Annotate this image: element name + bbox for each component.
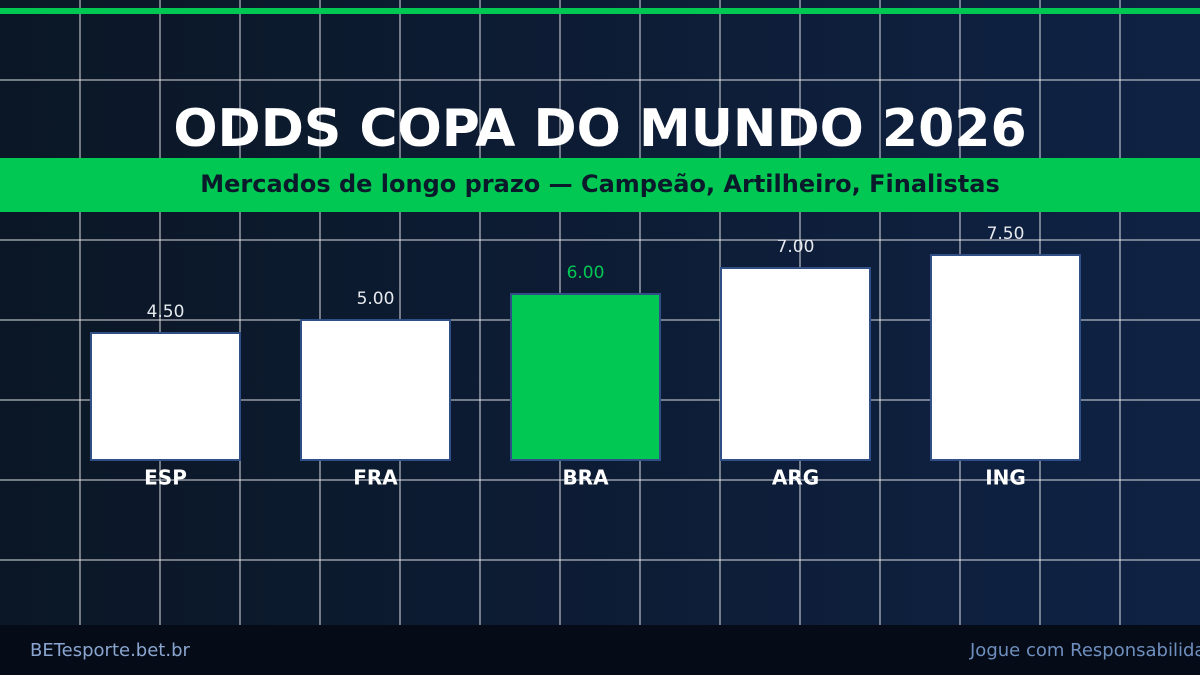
category-label: ESP bbox=[144, 466, 187, 490]
footer-right: Jogue com Responsabilidade bbox=[969, 640, 1200, 661]
top-stripe bbox=[0, 8, 1200, 14]
value-label: 7.00 bbox=[777, 237, 815, 257]
chart-subtitle: Mercados de longo prazo — Campeão, Artil… bbox=[200, 170, 1000, 198]
category-label: FRA bbox=[353, 466, 398, 490]
bar bbox=[720, 267, 871, 461]
category-label: ING bbox=[985, 466, 1026, 490]
category-label: BRA bbox=[562, 466, 609, 490]
bar bbox=[300, 319, 451, 461]
subtitle-band bbox=[0, 158, 1200, 212]
bar bbox=[90, 332, 241, 461]
chart-title: ODDS COPA DO MUNDO 2026 bbox=[173, 99, 1026, 159]
value-label: 7.50 bbox=[987, 224, 1025, 244]
bar bbox=[510, 293, 661, 461]
category-label: ARG bbox=[772, 466, 819, 490]
footer-band bbox=[0, 625, 1200, 675]
footer-left: BETesporte.bet.br bbox=[30, 640, 191, 661]
bar bbox=[930, 254, 1081, 461]
value-label: 4.50 bbox=[147, 302, 185, 322]
value-label: 6.00 bbox=[567, 263, 605, 283]
value-label: 5.00 bbox=[357, 289, 395, 309]
